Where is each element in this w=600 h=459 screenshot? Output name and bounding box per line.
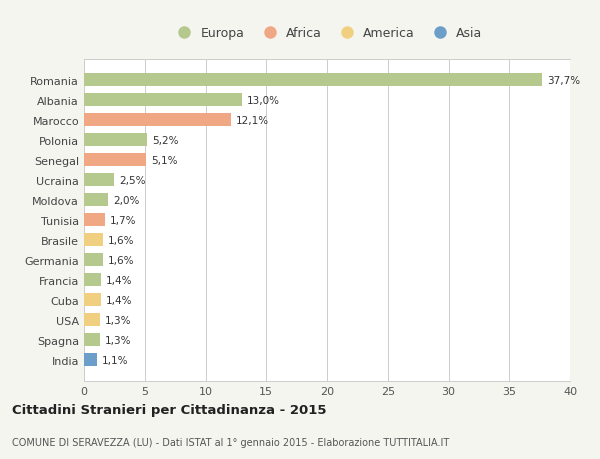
Bar [84, 274, 101, 286]
Text: 1,3%: 1,3% [104, 335, 131, 345]
Text: 13,0%: 13,0% [247, 96, 280, 106]
Text: 1,1%: 1,1% [102, 355, 129, 365]
Bar [84, 194, 109, 207]
Bar [84, 74, 542, 87]
Bar [84, 294, 101, 307]
Text: 12,1%: 12,1% [236, 116, 269, 126]
Bar [84, 313, 100, 326]
Bar [84, 114, 231, 127]
Bar [84, 254, 103, 267]
Bar [84, 234, 103, 247]
Text: COMUNE DI SERAVEZZA (LU) - Dati ISTAT al 1° gennaio 2015 - Elaborazione TUTTITAL: COMUNE DI SERAVEZZA (LU) - Dati ISTAT al… [12, 437, 449, 447]
Text: 2,5%: 2,5% [119, 175, 146, 185]
Text: 1,3%: 1,3% [104, 315, 131, 325]
Text: 5,1%: 5,1% [151, 156, 178, 166]
Bar [84, 353, 97, 366]
Text: 1,7%: 1,7% [110, 215, 136, 225]
Text: 5,2%: 5,2% [152, 135, 179, 146]
Text: 1,4%: 1,4% [106, 275, 133, 285]
Bar [84, 94, 242, 107]
Text: 1,6%: 1,6% [109, 255, 135, 265]
Legend: Europa, Africa, America, Asia: Europa, Africa, America, Asia [172, 28, 482, 40]
Bar [84, 134, 147, 147]
Text: 1,4%: 1,4% [106, 295, 133, 305]
Text: 2,0%: 2,0% [113, 196, 140, 205]
Bar [84, 154, 146, 167]
Bar [84, 214, 104, 227]
Bar [84, 334, 100, 347]
Text: 37,7%: 37,7% [547, 76, 580, 86]
Bar [84, 174, 115, 187]
Text: 1,6%: 1,6% [109, 235, 135, 245]
Text: Cittadini Stranieri per Cittadinanza - 2015: Cittadini Stranieri per Cittadinanza - 2… [12, 403, 326, 416]
